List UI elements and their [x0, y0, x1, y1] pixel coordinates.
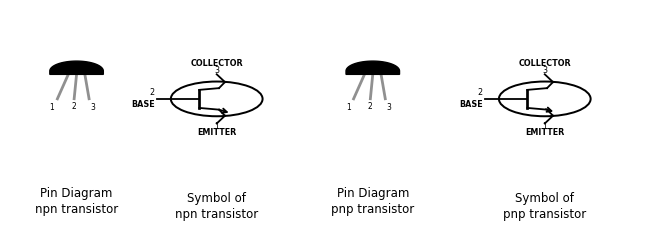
Text: Pin Diagram
npn transistor: Pin Diagram npn transistor [35, 187, 118, 216]
Polygon shape [346, 61, 400, 74]
Text: Symbol of
npn transistor: Symbol of npn transistor [175, 192, 258, 221]
Text: 2: 2 [478, 89, 483, 97]
Text: 2: 2 [150, 89, 155, 97]
Text: Symbol of
pnp transistor: Symbol of pnp transistor [503, 192, 586, 221]
Text: COLLECTOR: COLLECTOR [519, 59, 571, 68]
Text: 3: 3 [214, 66, 219, 75]
Polygon shape [50, 61, 103, 74]
Text: 2: 2 [368, 102, 372, 111]
Text: 1: 1 [214, 122, 219, 131]
Text: BASE: BASE [131, 100, 155, 109]
Text: BASE: BASE [460, 100, 483, 109]
Text: EMITTER: EMITTER [525, 128, 564, 137]
Text: 3: 3 [542, 66, 547, 75]
Text: 1: 1 [346, 103, 350, 112]
Text: 3: 3 [90, 103, 96, 112]
Text: EMITTER: EMITTER [197, 128, 237, 137]
Text: Pin Diagram
pnp transistor: Pin Diagram pnp transistor [331, 187, 415, 216]
Text: 1: 1 [542, 122, 547, 131]
Text: COLLECTOR: COLLECTOR [190, 59, 243, 68]
Text: 1: 1 [49, 103, 54, 112]
Text: 3: 3 [387, 103, 392, 112]
Text: 2: 2 [72, 102, 77, 111]
